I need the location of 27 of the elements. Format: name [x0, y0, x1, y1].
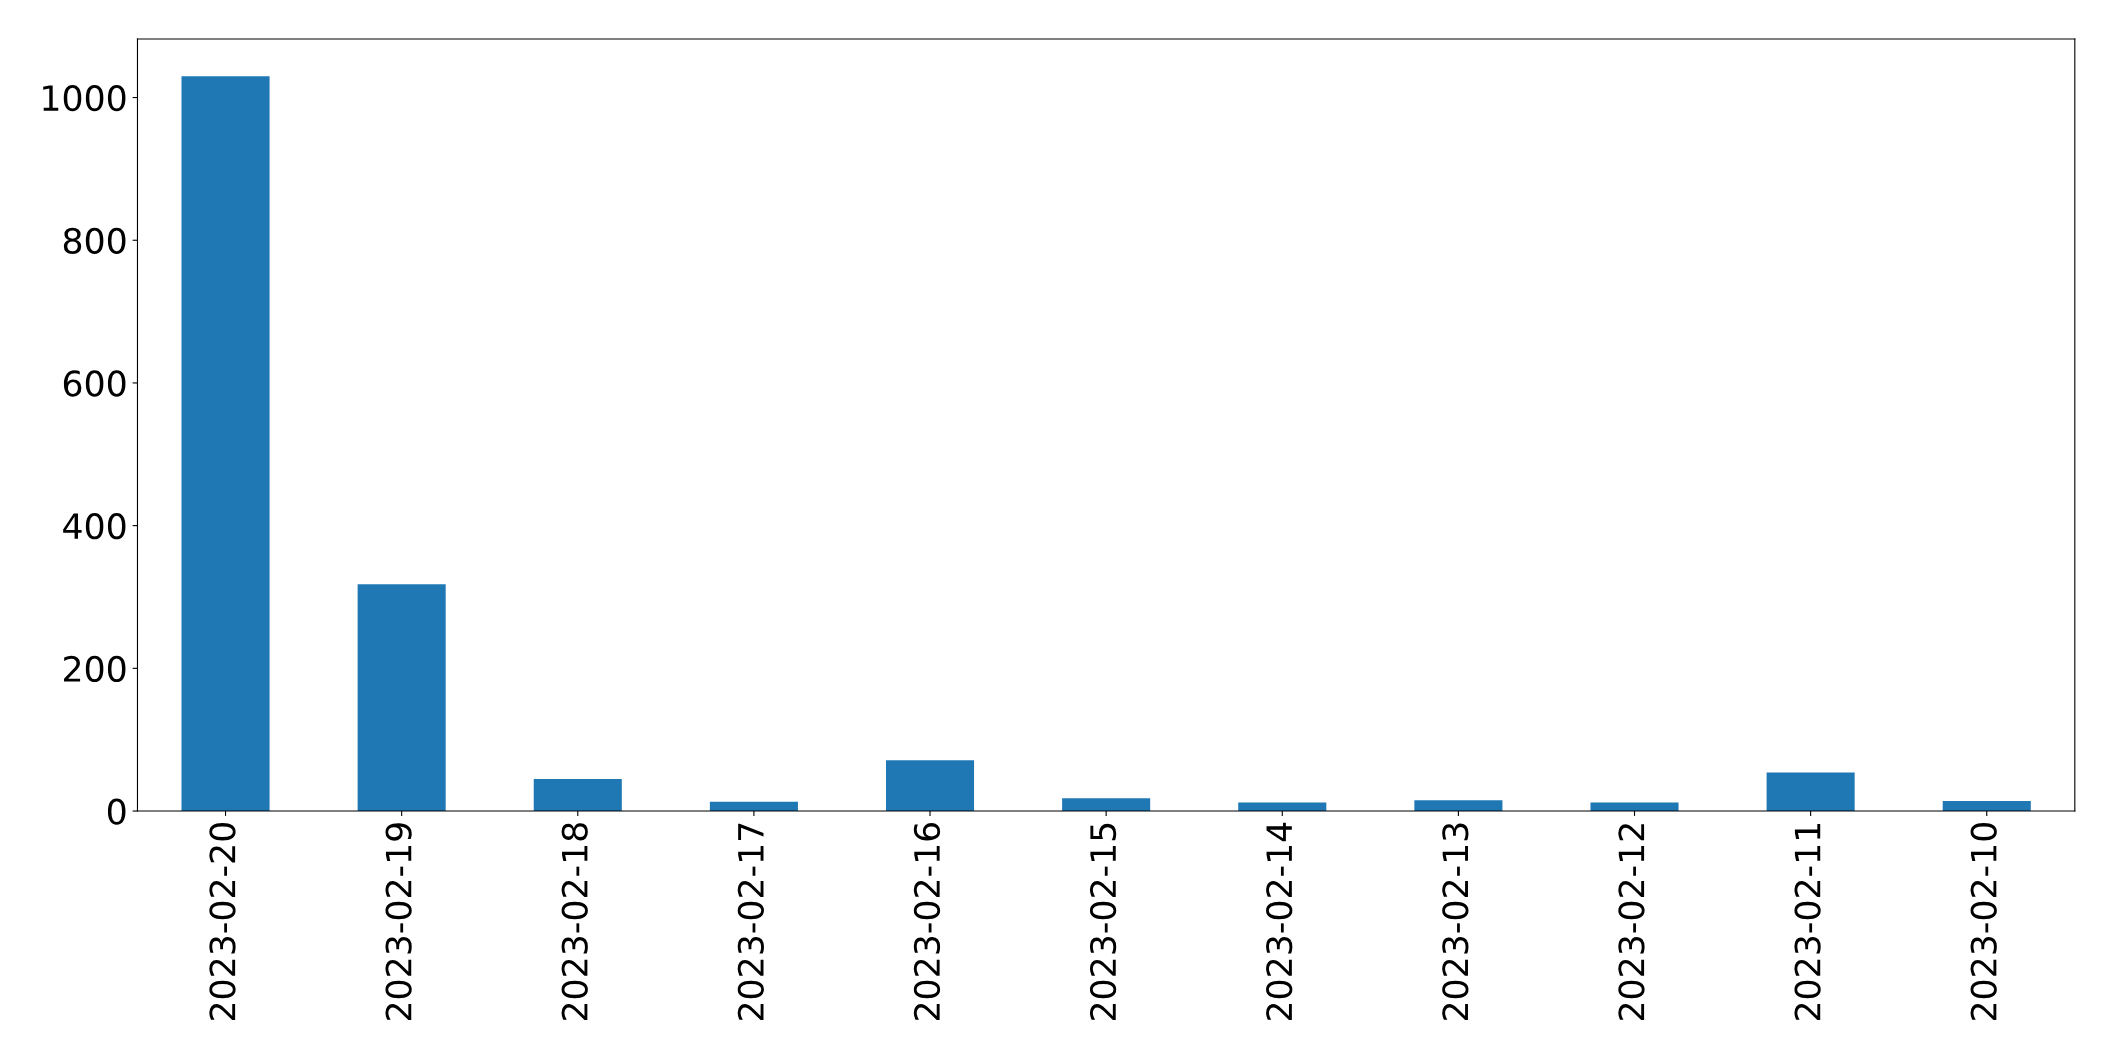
- y-tick-label: 600: [63, 370, 126, 397]
- bar: [181, 76, 270, 812]
- x-tick-label: 2023-02-17: [737, 823, 764, 1020]
- x-tick-label: 2023-02-14: [1266, 822, 1293, 1020]
- y-tick-label: 200: [64, 655, 126, 683]
- x-tick-label: 2023-02-13: [1442, 823, 1469, 1020]
- x-tick-label: 2023-02-11: [1794, 823, 1821, 1020]
- bar: [533, 778, 622, 812]
- bar: [1062, 798, 1151, 812]
- bar: [1766, 772, 1855, 812]
- x-tick-label: 2023-02-12: [1618, 824, 1645, 1020]
- x-tick-label: 2023-02-15: [1089, 823, 1117, 1020]
- y-tick-label: 1000: [43, 84, 126, 112]
- x-tick-label: 2023-02-18: [561, 823, 588, 1020]
- bar: [1590, 802, 1679, 812]
- y-tick-label: 400: [63, 513, 126, 540]
- bar: [357, 584, 446, 812]
- y-tick-label: 0: [107, 798, 126, 825]
- x-tick-label: 2023-02-16: [913, 822, 941, 1020]
- x-tick-label: 2023-02-19: [385, 823, 412, 1020]
- x-tick-label: 2023-02-10: [1970, 823, 1997, 1020]
- bar: [1414, 800, 1503, 812]
- x-tick-label: 2023-02-20: [209, 823, 236, 1020]
- bar: [1238, 802, 1327, 812]
- bar: [885, 760, 975, 812]
- y-tick-label: 800: [63, 227, 126, 254]
- bar: [1942, 801, 2031, 812]
